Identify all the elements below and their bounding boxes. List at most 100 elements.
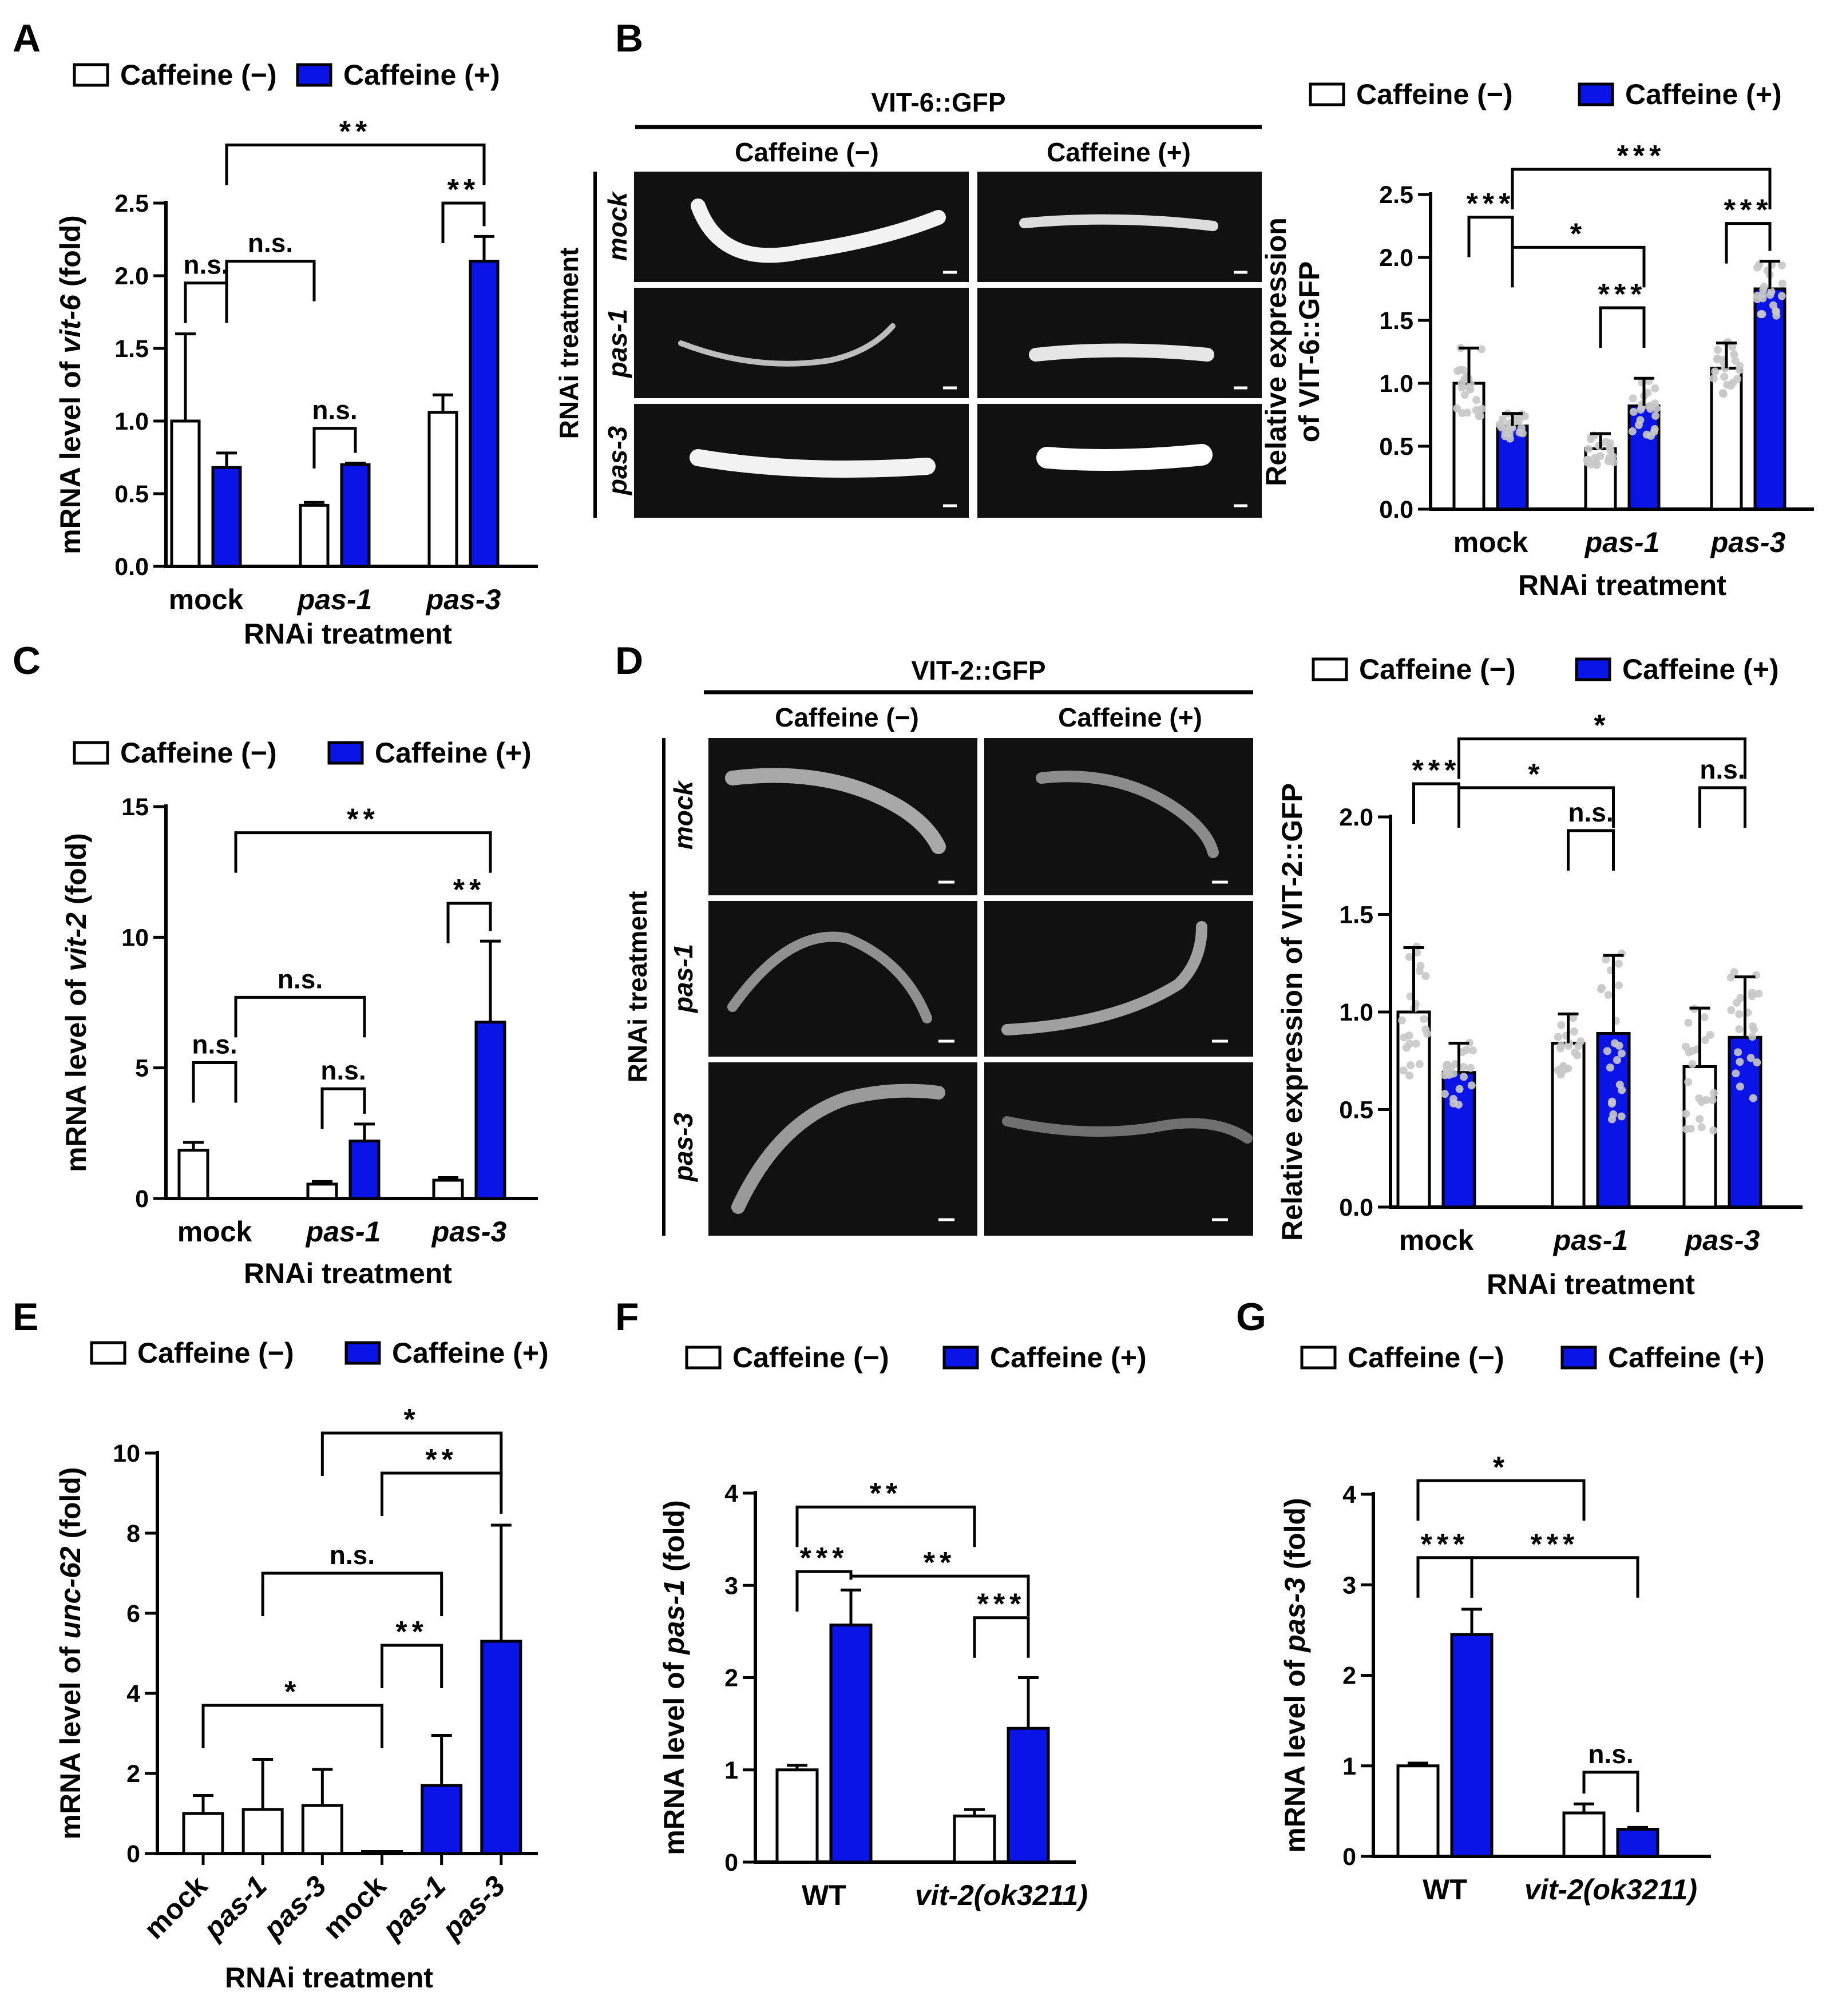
significance-bracket	[320, 1087, 366, 1129]
y-tick-label: 4	[126, 1680, 140, 1708]
y-tick-label: 0.0	[114, 553, 149, 581]
x-category-label: WT	[802, 1879, 846, 1911]
data-point	[1564, 1064, 1572, 1073]
legend-label-plus: Caffeine (+)	[1608, 1342, 1765, 1374]
significance-label: **	[347, 803, 379, 836]
data-point	[1615, 1041, 1623, 1050]
legend-label-plus: Caffeine (+)	[392, 1337, 549, 1369]
y-tick-label: 1.0	[1379, 370, 1413, 398]
data-point	[1628, 427, 1637, 436]
y-tick-label: 0.5	[1379, 433, 1413, 461]
significance-bracket	[225, 143, 486, 185]
data-point	[1416, 962, 1425, 970]
panel-label-b: B	[615, 17, 643, 60]
data-point	[1728, 343, 1737, 351]
bar-caffeine-plus	[480, 1640, 522, 1855]
data-point	[1730, 968, 1738, 977]
y-tick-label: 1	[724, 1757, 738, 1784]
data-point	[1629, 407, 1638, 416]
x-axis-label: RNAi treatment	[225, 1962, 433, 1994]
significance-bracket	[1698, 786, 1746, 828]
x-category-label: mock	[316, 1870, 392, 1945]
x-category-label: pas-1	[1552, 1224, 1629, 1256]
data-point	[1459, 1062, 1468, 1071]
bar-caffeine-plus	[1007, 1727, 1050, 1864]
panel-label-g: G	[1236, 1295, 1266, 1339]
data-point	[1777, 292, 1786, 300]
legend-swatch-minus	[73, 741, 109, 765]
legend-label-minus: Caffeine (−)	[137, 1337, 294, 1369]
x-category-label: mock	[177, 1216, 252, 1248]
data-point	[1748, 1033, 1757, 1041]
significance-label: n.s.	[312, 395, 357, 425]
data-point	[1758, 310, 1766, 319]
significance-bracket	[1416, 1556, 1473, 1598]
y-tick-label: 2.5	[114, 190, 149, 217]
data-point	[1688, 1060, 1697, 1069]
data-point	[1574, 1042, 1583, 1050]
data-point	[1700, 1013, 1709, 1022]
data-point	[1597, 983, 1606, 992]
data-point	[1684, 1018, 1693, 1027]
bar-caffeine-plus	[1627, 404, 1661, 511]
x-category-label: mock	[1453, 526, 1528, 558]
data-point	[1402, 1043, 1411, 1052]
data-point	[1709, 374, 1718, 383]
x-category-label: pas-3	[431, 1216, 507, 1248]
data-point	[1465, 1038, 1474, 1047]
data-point	[1710, 1089, 1718, 1097]
significance-bracket	[1416, 1479, 1586, 1521]
significance-label: *	[1570, 217, 1586, 251]
data-point	[1407, 1061, 1415, 1070]
bar-caffeine-plus	[211, 466, 242, 568]
data-point	[1584, 445, 1593, 453]
data-point	[1777, 261, 1786, 269]
legend-swatch-plus	[942, 1346, 979, 1370]
significance-bracket	[795, 1570, 853, 1612]
data-point	[1605, 454, 1614, 462]
legend-label-minus: Caffeine (−)	[732, 1342, 889, 1374]
y-axis-label: mRNA level of vit-2 (fold)	[60, 833, 92, 1172]
significance-label: **	[339, 115, 371, 148]
data-point	[1476, 411, 1484, 420]
legend-swatch-plus	[1578, 82, 1614, 106]
legend-swatch-plus	[344, 1341, 381, 1365]
data-point	[1695, 1094, 1704, 1102]
significance-bracket	[381, 1471, 503, 1516]
data-point	[1603, 1047, 1611, 1055]
x-category-label: pas-1	[1584, 526, 1660, 558]
data-point	[1713, 354, 1722, 363]
chart-g: Caffeine (−) Caffeine (+) 0 1 2 3 4 mRNA level …	[1279, 1342, 1765, 1906]
significance-bracket	[1457, 737, 1746, 779]
bar-caffeine-minus	[1710, 367, 1743, 511]
data-point	[1556, 1044, 1564, 1053]
data-point	[1652, 404, 1661, 413]
data-point	[1719, 390, 1728, 398]
micrograph-b: VIT-6::GFP Caffeine (−) Caffeine (+) RNA…	[554, 88, 1262, 518]
x-category-label: pas-1	[296, 584, 373, 616]
data-point	[1602, 955, 1610, 964]
micrograph-d-side-label: RNAi treatment	[623, 891, 652, 1083]
significance-bracket	[192, 1061, 237, 1103]
bar-caffeine-plus	[1450, 1633, 1494, 1858]
data-point	[1440, 1071, 1449, 1080]
data-point	[1708, 1096, 1717, 1104]
legend-label-minus: Caffeine (−)	[120, 737, 277, 769]
micrograph-b-col-minus: Caffeine (−)	[735, 137, 879, 167]
x-category-label: WT	[1423, 1874, 1467, 1906]
data-point	[1554, 1033, 1562, 1041]
y-tick-label: 2.0	[1379, 244, 1413, 272]
significance-label: *	[1528, 758, 1544, 791]
significance-bracket	[441, 201, 486, 243]
bar-caffeine-minus	[361, 1850, 403, 1855]
data-point	[1569, 1014, 1578, 1022]
data-point	[1760, 283, 1768, 291]
bar-caffeine-minus	[427, 411, 458, 568]
micrograph-d-title: VIT-2::GFP	[911, 656, 1045, 685]
micrograph-b-col-plus: Caffeine (+)	[1047, 137, 1191, 167]
bar-caffeine-plus	[421, 1784, 463, 1855]
data-point	[1613, 1056, 1621, 1065]
significance-bracket	[1412, 782, 1460, 824]
y-tick-label: 1.5	[1379, 307, 1413, 335]
